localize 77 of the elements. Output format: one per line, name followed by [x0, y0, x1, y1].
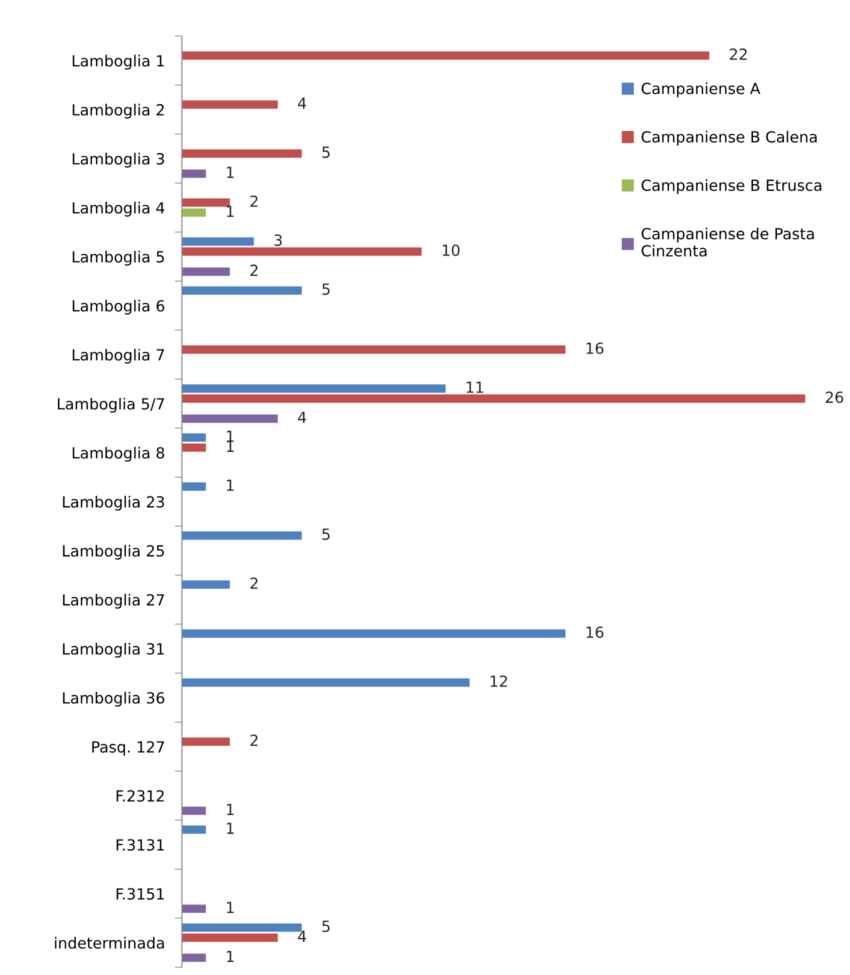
- data-label: 26: [826, 391, 844, 404]
- bar: [182, 208, 206, 217]
- bar: [182, 247, 422, 256]
- bar: [182, 345, 566, 354]
- data-label: 3: [274, 234, 282, 246]
- bar: [182, 580, 230, 589]
- y-tick-label: Lamboglia 23: [63, 496, 164, 511]
- data-label: 12: [490, 675, 507, 687]
- data-label: 1: [226, 804, 234, 815]
- y-tick-label: Lamboglia 4: [72, 202, 164, 217]
- bar: [182, 433, 206, 442]
- y-tick-label: Lamboglia 6: [72, 300, 164, 315]
- bar: [182, 100, 278, 109]
- y-tick-label: Lamboglia 3: [72, 152, 164, 168]
- y-tick-label: Lamboglia 5/7: [58, 398, 164, 413]
- legend-label: Campaniense de Pasta Cinzenta: [642, 228, 814, 257]
- data-label: 4: [298, 98, 306, 109]
- bar: [182, 443, 206, 452]
- bar: [182, 904, 206, 913]
- data-label: 2: [250, 734, 258, 746]
- data-label: 5: [322, 528, 330, 540]
- bar: [182, 169, 206, 178]
- data-label: 10: [442, 244, 460, 256]
- y-tick-label: Lamboglia 27: [63, 594, 164, 609]
- data-label: 11: [466, 382, 484, 393]
- bar: [182, 954, 206, 962]
- data-label: 4: [298, 412, 306, 423]
- bar: [182, 237, 254, 246]
- y-tick-label: F.3151: [116, 888, 164, 900]
- bar: [182, 825, 206, 834]
- data-label: 5: [322, 146, 330, 158]
- data-label: 16: [586, 342, 604, 354]
- y-tick-label: F.3131: [116, 839, 164, 851]
- data-label: 2: [250, 195, 258, 207]
- bar: [182, 806, 206, 815]
- y-tick-label: Lamboglia 36: [63, 692, 164, 707]
- bar: [182, 51, 710, 60]
- bar: [182, 923, 302, 932]
- y-tick-label: Lamboglia 31: [63, 642, 164, 658]
- bar: [182, 737, 230, 746]
- data-label: 4: [298, 930, 306, 942]
- data-label: 1: [226, 480, 234, 491]
- data-label: 1: [226, 902, 234, 913]
- data-label: 1: [226, 822, 234, 834]
- bar: [182, 482, 206, 491]
- data-label: 2: [250, 264, 258, 276]
- bar: [182, 678, 470, 687]
- legend-label: Campaniense B Calena: [642, 130, 817, 146]
- y-tick-label: F.2312: [116, 790, 164, 802]
- y-tick-label: Lamboglia 2: [72, 104, 164, 119]
- y-tick-label: Lamboglia 7: [72, 348, 164, 364]
- bar: [182, 384, 446, 393]
- bar: [182, 934, 278, 942]
- data-label: 5: [322, 284, 330, 295]
- legend-label: Campaniense A: [642, 82, 760, 98]
- y-tick-label: Pasq. 127: [92, 741, 164, 756]
- data-label: 1: [226, 950, 234, 962]
- bar: [182, 531, 302, 540]
- y-tick-label: Lamboglia 5: [72, 250, 164, 266]
- bar: [182, 629, 566, 638]
- bar: [182, 394, 806, 403]
- bar: [182, 149, 302, 158]
- bar: [182, 414, 278, 423]
- y-tick-label: Lamboglia 8: [72, 446, 164, 462]
- data-label: 22: [730, 48, 747, 60]
- legend-label: Campaniense B Etrusca: [642, 179, 822, 194]
- data-label: 16: [586, 626, 604, 638]
- data-label: 1: [226, 166, 234, 178]
- bar: [182, 286, 302, 295]
- y-tick-label: Lamboglia 25: [63, 544, 164, 560]
- bar: [182, 268, 230, 276]
- data-label: 5: [322, 920, 330, 932]
- data-label: 1: [226, 206, 234, 217]
- bar: [182, 198, 230, 207]
- data-label: 2: [250, 577, 258, 589]
- y-tick-label: indeterminada: [55, 936, 164, 949]
- y-tick-label: Lamboglia 1: [72, 54, 164, 70]
